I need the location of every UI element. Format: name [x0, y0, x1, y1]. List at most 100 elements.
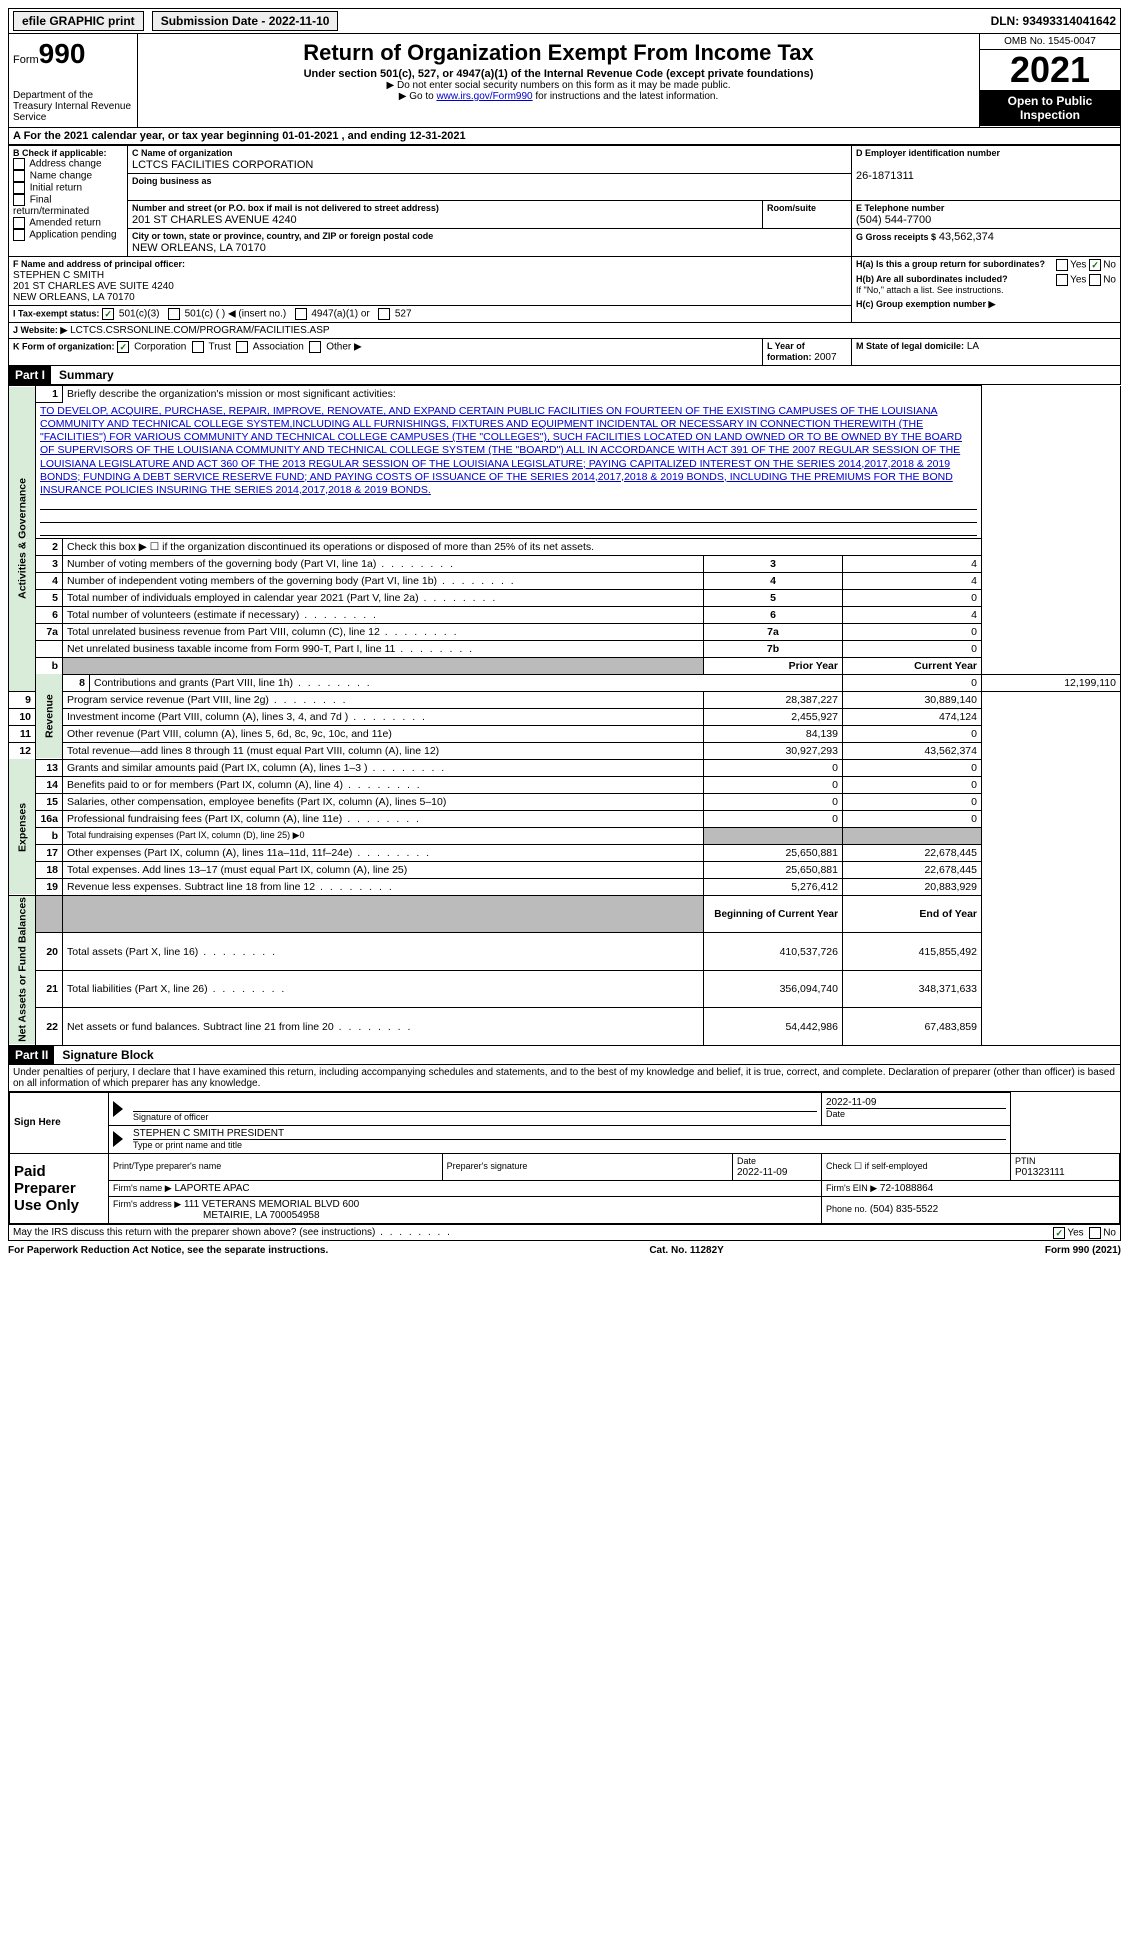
discuss-yes[interactable]: [1053, 1227, 1065, 1239]
ha-yes[interactable]: [1056, 259, 1068, 271]
amt-current: 348,371,633: [843, 970, 982, 1007]
form-prefix: Form: [13, 54, 39, 66]
vtab-activities-governance: Activities & Governance: [9, 386, 36, 692]
line-label: Number of voting members of the governin…: [63, 555, 704, 572]
gray-cell: [704, 827, 843, 844]
amt-current: 22,678,445: [843, 861, 982, 878]
line-num: 16a: [36, 810, 63, 827]
firm-addr: 111 VETERANS MEMORIAL BLVD 600: [184, 1199, 359, 1210]
line-1-label: Briefly describe the organization's miss…: [67, 388, 396, 400]
discuss-label: May the IRS discuss this return with the…: [13, 1227, 452, 1238]
col-begin: Beginning of Current Year: [704, 895, 843, 932]
col-current: Current Year: [843, 657, 982, 674]
line-label: Professional fundraising fees (Part IX, …: [63, 810, 704, 827]
gross-receipts: 43,562,374: [939, 231, 994, 243]
officer-name-title: STEPHEN C SMITH PRESIDENT: [133, 1128, 284, 1139]
room-label: Room/suite: [767, 203, 816, 213]
box-i-label: I Tax-exempt status:: [13, 309, 99, 319]
check-501c[interactable]: [168, 308, 180, 320]
check-assoc[interactable]: [236, 341, 248, 353]
box-b-label: B Check if applicable:: [13, 148, 123, 158]
checkbox-address-change[interactable]: [13, 158, 25, 170]
box-m-label: M State of legal domicile:: [856, 341, 964, 351]
line-label: Other revenue (Part VIII, column (A), li…: [63, 725, 704, 742]
type-name-label: Type or print name and title: [133, 1140, 242, 1150]
amt-prior: 0: [704, 793, 843, 810]
form-number: 990: [39, 38, 86, 69]
check-501c3[interactable]: [102, 308, 114, 320]
efile-print-button[interactable]: efile GRAPHIC print: [13, 11, 144, 31]
org-name: LCTCS FACILITIES CORPORATION: [132, 159, 313, 171]
line-num: 9: [9, 691, 36, 708]
checkbox-initial-return[interactable]: [13, 182, 25, 194]
amt-prior: 28,387,227: [704, 691, 843, 708]
submission-date: Submission Date - 2022-11-10: [152, 11, 339, 31]
line-num: [36, 640, 63, 657]
omb-number: OMB No. 1545-0047: [980, 34, 1120, 50]
amt-prior: 0: [704, 776, 843, 793]
line-label: Net assets or fund balances. Subtract li…: [63, 1008, 704, 1046]
form-title: Return of Organization Exempt From Incom…: [146, 40, 971, 66]
box-c-name-label: C Name of organization: [132, 148, 233, 158]
amt-prior: 54,442,986: [704, 1008, 843, 1046]
sign-here-label: Sign Here: [10, 1092, 109, 1153]
line-num: 17: [36, 844, 63, 861]
part1-table: Activities & Governance 1 Briefly descri…: [8, 385, 1121, 1046]
check-527[interactable]: [378, 308, 390, 320]
checkbox-amended[interactable]: [13, 217, 25, 229]
check-other[interactable]: [309, 341, 321, 353]
footer-mid: Cat. No. 11282Y: [649, 1245, 723, 1256]
line-num: 20: [36, 933, 63, 970]
mission-text[interactable]: TO DEVELOP, ACQUIRE, PURCHASE, REPAIR, I…: [40, 405, 962, 496]
amt-prior: 2,455,927: [704, 708, 843, 725]
vtab-net-assets: Net Assets or Fund Balances: [9, 895, 36, 1045]
line-1-num: 1: [36, 386, 63, 403]
discuss-no[interactable]: [1089, 1227, 1101, 1239]
ptin-label: PTIN: [1015, 1156, 1036, 1166]
irs-link[interactable]: www.irs.gov/Form990: [436, 91, 532, 102]
dba-label: Doing business as: [132, 176, 212, 186]
amt-current: 0: [843, 776, 982, 793]
line-num: 15: [36, 793, 63, 810]
amt-prior: 25,650,881: [704, 844, 843, 861]
gray-cell: [63, 895, 704, 932]
firm-name: LAPORTE APAC: [174, 1183, 249, 1194]
ptin-value: P01323111: [1015, 1167, 1065, 1178]
checkbox-final-return[interactable]: [13, 194, 25, 206]
line-label: Investment income (Part VIII, column (A)…: [63, 708, 704, 725]
state-domicile: LA: [967, 341, 979, 352]
amt-current: 474,124: [843, 708, 982, 725]
firm-city: METAIRIE, LA 700054958: [203, 1210, 320, 1221]
check-trust[interactable]: [192, 341, 204, 353]
hb-yes[interactable]: [1056, 274, 1068, 286]
box-e-label: E Telephone number: [856, 203, 944, 213]
form-subtitle: Under section 501(c), 527, or 4947(a)(1)…: [146, 68, 971, 80]
top-bar: efile GRAPHIC print Submission Date - 20…: [8, 8, 1121, 34]
line-label: Total number of volunteers (estimate if …: [63, 606, 704, 623]
box-j-label: J Website: ▶: [13, 325, 67, 335]
line-num: 22: [36, 1008, 63, 1046]
line-value: 0: [843, 640, 982, 657]
section-a: A For the 2021 calendar year, or tax yea…: [8, 128, 1121, 145]
checkbox-name-change[interactable]: [13, 170, 25, 182]
amt-current: 0: [843, 793, 982, 810]
dln-label: DLN: 93493314041642: [991, 14, 1116, 28]
line-label: Total fundraising expenses (Part IX, col…: [63, 827, 704, 844]
officer-addr2: NEW ORLEANS, LA 70170: [13, 292, 135, 303]
page-footer: For Paperwork Reduction Act Notice, see …: [8, 1241, 1121, 1256]
amt-prior: 84,139: [704, 725, 843, 742]
amt-prior: 0: [704, 810, 843, 827]
line-num: 7a: [36, 623, 63, 640]
line-box: 3: [704, 555, 843, 572]
hb-no[interactable]: [1089, 274, 1101, 286]
ha-label: H(a) Is this a group return for subordin…: [856, 259, 1045, 269]
hb-note: If "No," attach a list. See instructions…: [856, 285, 1116, 295]
check-4947[interactable]: [295, 308, 307, 320]
firm-name-label: Firm's name ▶: [113, 1183, 172, 1193]
ha-no[interactable]: [1089, 259, 1101, 271]
check-corp[interactable]: [117, 341, 129, 353]
checkbox-app-pending[interactable]: [13, 229, 25, 241]
firm-ein: 72-1088864: [880, 1183, 933, 1194]
form-header: Form990 Department of the Treasury Inter…: [8, 34, 1121, 128]
line-value: 4: [843, 572, 982, 589]
